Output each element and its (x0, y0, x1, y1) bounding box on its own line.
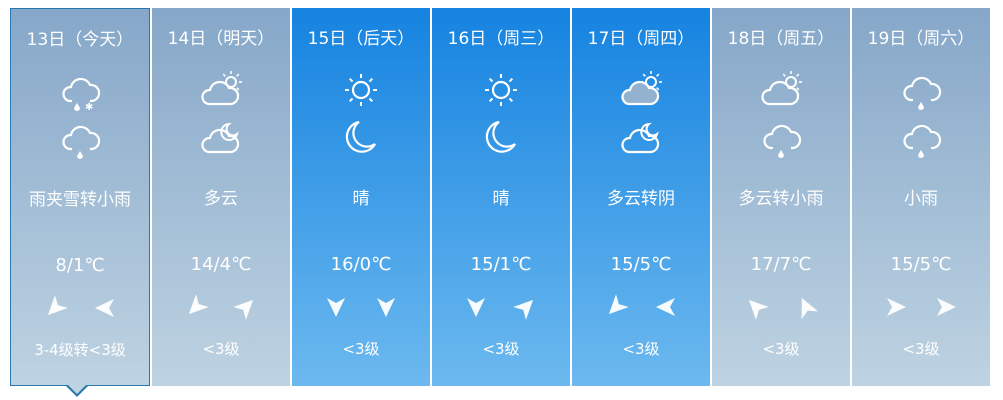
day-date: 14日（明天） (167, 29, 275, 49)
wind-directions (152, 294, 290, 320)
weather-description: 多云转阴 (607, 189, 675, 209)
wind-direction-arrow-icon (656, 298, 675, 316)
temperature-range: 17/7℃ (750, 254, 812, 275)
wind-directions (11, 295, 149, 321)
wind-directions (852, 294, 990, 320)
rain-icon (903, 76, 942, 110)
partly-cloudy-day-icon (201, 71, 242, 106)
wind-direction-arrow-icon (327, 298, 345, 317)
wind-directions (432, 294, 570, 320)
rain-snow-icon: ✱ (62, 77, 101, 111)
weather-description: 晴 (352, 189, 370, 209)
day-card-0[interactable]: 13日（今天） ✱ 雨夹雪转小雨 8/1℃ 3-4级转<3级 (10, 8, 150, 386)
partly-cloudy-day-icon (621, 71, 662, 106)
rain-icon (763, 124, 802, 158)
day-date: 13日（今天） (26, 30, 134, 50)
wind-direction-arrow-icon (937, 298, 956, 316)
wind-directions (712, 294, 850, 320)
day-card-5[interactable]: 18日（周五） 多云转小雨 17/7℃ <3级 (712, 8, 850, 386)
temperature-range: 16/0℃ (330, 254, 392, 275)
svg-text:✱: ✱ (85, 102, 93, 111)
day-card-3[interactable]: 16日（周三） 晴 15/1℃ <3级 (432, 8, 570, 386)
weather-description: 小雨 (904, 189, 938, 209)
moon-icon (345, 120, 376, 153)
selected-day-pointer (66, 385, 88, 397)
day-date: 19日（周六） (867, 29, 975, 49)
wind-level: <3级 (622, 340, 660, 358)
temperature-range: 15/1℃ (470, 254, 532, 275)
day-card-6[interactable]: 19日（周六） 小雨 15/5℃ <3级 (852, 8, 990, 386)
wind-directions (292, 294, 430, 320)
wind-direction-arrow-icon (188, 294, 209, 315)
wind-direction-arrow-icon (95, 299, 114, 317)
rain-icon (62, 125, 101, 159)
day-card-1[interactable]: 14日（明天） 多云 14/4℃ <3级 (152, 8, 290, 386)
day-date: 18日（周五） (727, 29, 835, 49)
partly-cloudy-day-icon (761, 71, 802, 106)
wind-direction-arrow-icon (467, 298, 485, 317)
wind-level: <3级 (202, 340, 240, 358)
day-date: 16日（周三） (447, 29, 555, 49)
rain-icon (903, 124, 942, 158)
partly-cloudy-night-icon (201, 122, 240, 154)
wind-level: <3级 (902, 340, 940, 358)
wind-direction-arrow-icon (513, 299, 534, 320)
wind-level: 3-4级转<3级 (34, 341, 126, 359)
sunny-icon (345, 74, 377, 106)
wind-directions (572, 294, 710, 320)
wind-direction-arrow-icon (377, 298, 395, 317)
sunny-icon (485, 74, 517, 106)
weather-description: 雨夹雪转小雨 (29, 190, 131, 210)
weather-description: 多云 (204, 189, 238, 209)
wind-level: <3级 (482, 340, 520, 358)
wind-level: <3级 (342, 340, 380, 358)
wind-level: <3级 (762, 340, 800, 358)
temperature-range: 15/5℃ (890, 254, 952, 275)
day-card-2[interactable]: 15日（后天） 晴 16/0℃ <3级 (292, 8, 430, 386)
day-date: 17日（周四） (587, 29, 695, 49)
temperature-range: 15/5℃ (610, 254, 672, 275)
weather-description: 多云转小雨 (738, 189, 824, 209)
day-date: 15日（后天） (307, 29, 415, 49)
wind-direction-arrow-icon (47, 295, 68, 316)
weather-description: 晴 (492, 189, 510, 209)
temperature-range: 14/4℃ (190, 254, 252, 275)
temperature-range: 8/1℃ (55, 255, 105, 276)
wind-direction-arrow-icon (887, 298, 906, 316)
wind-direction-arrow-icon (608, 294, 629, 315)
forecast-row: 13日（今天） ✱ 雨夹雪转小雨 8/1℃ 3-4级转<3级 14日（明天） 多云… (10, 8, 990, 386)
wind-direction-arrow-icon (233, 299, 254, 320)
moon-icon (485, 120, 516, 153)
wind-direction-arrow-icon (801, 297, 818, 319)
partly-cloudy-night-icon (621, 122, 660, 154)
wind-direction-arrow-icon (748, 299, 769, 320)
day-card-4[interactable]: 17日（周四） 多云转阴 15/5℃ <3级 (572, 8, 710, 386)
